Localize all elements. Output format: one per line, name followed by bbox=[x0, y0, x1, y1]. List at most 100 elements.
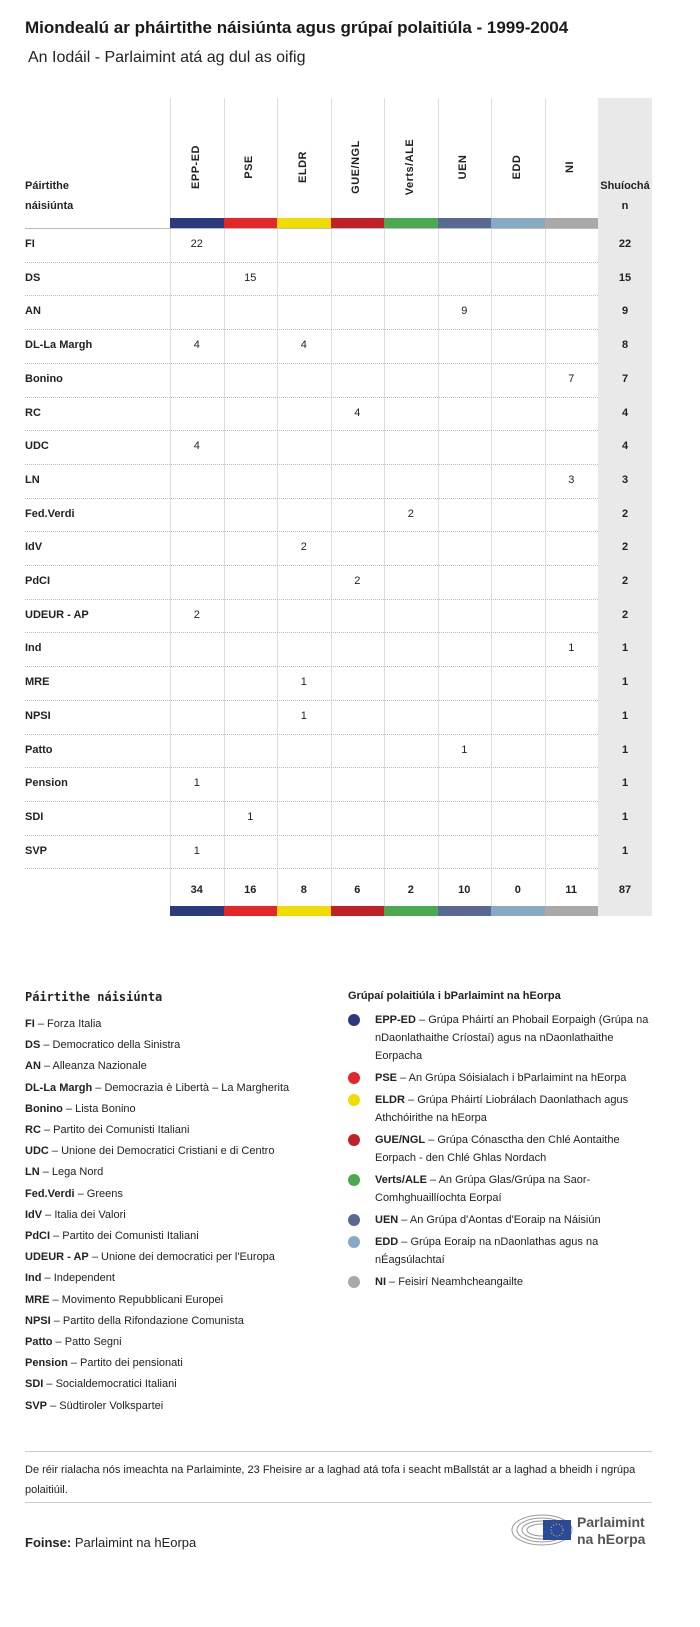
party-abbr: SVP bbox=[25, 1399, 48, 1412]
group-color-bar bbox=[491, 218, 545, 228]
group-color-bar bbox=[330, 218, 384, 228]
row-divider bbox=[25, 329, 598, 331]
group-color-bar bbox=[277, 906, 331, 917]
party-legend-item: RC – Partito dei Comunisti Italiani bbox=[25, 1124, 190, 1137]
row-divider bbox=[25, 295, 598, 297]
party-abbr: Fed.Verdi bbox=[25, 1187, 75, 1200]
seat-count: 1 bbox=[193, 844, 200, 857]
party-abbr: NPSI bbox=[25, 1314, 51, 1327]
party-full-name: Movimento Repubblicani Europei bbox=[61, 1293, 224, 1306]
group-full-name: Feisirí Neamhcheangailte bbox=[398, 1276, 523, 1288]
footnote: De réir rialacha nós imeachta na Parlaim… bbox=[25, 1464, 636, 1496]
group-color-dot-icon bbox=[348, 1014, 360, 1026]
party-legend-item: Patto – Patto Segni bbox=[25, 1336, 122, 1349]
group-color-bar bbox=[544, 906, 598, 917]
seat-count: 4 bbox=[300, 339, 307, 352]
party-name: IdV bbox=[25, 541, 43, 554]
party-abbr: UDC bbox=[25, 1145, 49, 1158]
group-color-bar bbox=[384, 218, 438, 228]
group-color-bar bbox=[330, 906, 384, 917]
party-legend-item: DS – Democratico della Sinistra bbox=[25, 1039, 181, 1052]
seat-count: 1 bbox=[300, 676, 307, 689]
group-header-label: UEN bbox=[457, 154, 470, 180]
party-name: MRE bbox=[25, 676, 50, 689]
row-total: 1 bbox=[621, 777, 629, 790]
group-color-bar bbox=[277, 218, 331, 228]
row-divider bbox=[25, 834, 598, 836]
row-total: 1 bbox=[621, 642, 629, 655]
column-divider bbox=[544, 98, 546, 917]
row-divider bbox=[25, 699, 598, 701]
party-full-name: Partito dei pensionati bbox=[80, 1357, 183, 1370]
row-divider bbox=[25, 868, 598, 870]
party-full-name: Partito della Rifondazione Comunista bbox=[62, 1314, 244, 1327]
party-legend-item: FI – Forza Italia bbox=[25, 1018, 102, 1030]
party-name: RC bbox=[25, 406, 41, 419]
party-full-name: Greens bbox=[86, 1187, 123, 1200]
divider bbox=[25, 1451, 652, 1452]
total-header: Shuíochán bbox=[600, 180, 650, 212]
row-total: 9 bbox=[621, 305, 629, 318]
group-header: NI bbox=[545, 98, 599, 228]
group-legend: Grúpaí polaitiúla i bParlaimint na hEorp… bbox=[348, 990, 658, 1295]
row-total: 3 bbox=[621, 473, 629, 486]
group-header: UEN bbox=[438, 98, 492, 228]
party-full-name: Forza Italia bbox=[47, 1018, 102, 1030]
party-abbr: LN bbox=[25, 1166, 40, 1179]
party-abbr: IdV bbox=[25, 1208, 43, 1221]
party-abbr: PdCI bbox=[25, 1230, 51, 1243]
row-total: 2 bbox=[621, 507, 629, 520]
party-abbr: MRE bbox=[25, 1293, 50, 1306]
group-abbr: GUE/NGL bbox=[375, 1134, 426, 1146]
party-legend-item: AN – Alleanza Nazionale bbox=[25, 1060, 147, 1073]
group-abbr: UEN bbox=[375, 1214, 399, 1226]
party-name: UDEUR - AP bbox=[25, 608, 89, 621]
row-total: 7 bbox=[621, 372, 629, 385]
party-legend-title: Páirtithe náisiúnta bbox=[25, 990, 163, 1004]
party-name: SDI bbox=[25, 810, 44, 823]
group-legend-item: UEN – An Grúpa d'Aontas d'Eoraip na Náis… bbox=[348, 1211, 658, 1229]
parliament-hemicycle-icon: Parlaimint na hEorpa bbox=[511, 1514, 646, 1547]
group-total: 0 bbox=[514, 884, 521, 897]
party-legend-item: DL-La Margh – Democrazia è Libertà – La … bbox=[25, 1081, 290, 1094]
group-color-bar bbox=[384, 906, 438, 917]
party-name: SVP bbox=[25, 844, 48, 857]
group-full-name: An Grúpa Glas/Grúpa na Saor-Comhghuaillí… bbox=[375, 1174, 591, 1204]
group-color-bar bbox=[437, 906, 491, 917]
group-color-bar bbox=[491, 906, 545, 917]
svg-text:na hEorpa: na hEorpa bbox=[577, 1531, 646, 1547]
group-header: ELDR bbox=[277, 98, 331, 228]
group-total: 8 bbox=[300, 884, 307, 897]
row-divider bbox=[25, 733, 598, 735]
party-legend-item: Ind – Independent bbox=[25, 1272, 115, 1285]
row-total: 15 bbox=[618, 271, 632, 284]
party-legend-item: LN – Lega Nord bbox=[25, 1166, 104, 1179]
seat-count: 7 bbox=[568, 372, 575, 385]
party-full-name: Independent bbox=[53, 1272, 115, 1285]
party-full-name: Patto Segni bbox=[64, 1336, 122, 1349]
row-total: 1 bbox=[621, 810, 629, 823]
party-name: AN bbox=[25, 305, 41, 318]
party-full-name: Lega Nord bbox=[51, 1166, 104, 1179]
row-total: 2 bbox=[621, 608, 629, 621]
column-divider bbox=[330, 98, 332, 917]
group-abbr: ELDR bbox=[375, 1094, 405, 1106]
group-total: 16 bbox=[244, 884, 257, 897]
party-name: Pension bbox=[25, 777, 68, 790]
party-name: Ind bbox=[25, 642, 42, 655]
group-full-name: Grúpa Pháirtí an Phobail Eorpaigh (Grúpa… bbox=[375, 1014, 649, 1062]
group-full-name: An Grúpa Sóisialach i bParlaimint na hEo… bbox=[408, 1072, 627, 1084]
party-full-name: Südtiroler Volkspartei bbox=[59, 1399, 164, 1412]
group-header: Verts/ALE bbox=[384, 98, 438, 228]
group-header: EPP-ED bbox=[170, 98, 224, 228]
party-name: PdCI bbox=[25, 575, 51, 587]
group-color-bar bbox=[170, 906, 224, 917]
group-header: PSE bbox=[224, 98, 278, 228]
party-legend-item: NPSI – Partito della Rifondazione Comuni… bbox=[25, 1314, 244, 1327]
seat-count: 2 bbox=[407, 507, 414, 520]
party-abbr: DL-La Margh bbox=[25, 1081, 93, 1094]
group-legend-title: Grúpaí polaitiúla i bParlaimint na hEorp… bbox=[348, 990, 561, 1002]
group-total: 6 bbox=[354, 884, 361, 897]
group-abbr: PSE bbox=[375, 1072, 398, 1084]
party-abbr: FI bbox=[25, 1018, 35, 1030]
